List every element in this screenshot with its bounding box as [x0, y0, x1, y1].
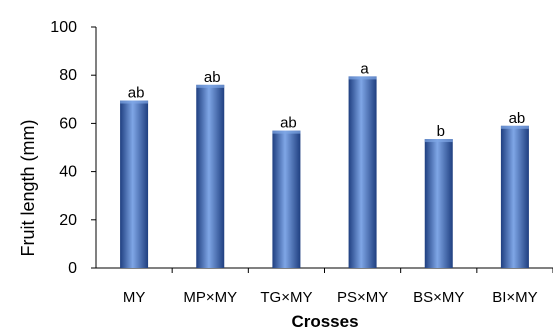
category-label: MY [123, 289, 146, 306]
category-labels: MY MP×MY TG×MY PS×MY BS×MY BI×MY [123, 289, 538, 306]
bar-data-label: ab [204, 69, 221, 86]
y-tick-label: 20 [59, 212, 77, 229]
bar [196, 85, 224, 268]
y-tick-label: 100 [50, 19, 77, 36]
bars [120, 76, 529, 268]
bar-data-label: a [360, 60, 369, 77]
y-tick-label: 80 [59, 67, 77, 84]
y-tick-label: 40 [59, 164, 77, 181]
x-axis [96, 268, 553, 273]
bar [120, 101, 148, 268]
category-label: PS×MY [337, 289, 388, 306]
bar-data-label: ab [280, 115, 297, 132]
bar [349, 76, 377, 268]
y-axis-title: Fruit length (mm) [18, 119, 38, 256]
y-tick-label: 60 [59, 115, 77, 132]
y-axis: 0 20 40 60 80 100 [50, 19, 96, 277]
bar-data-label: ab [509, 110, 526, 127]
bar [272, 131, 300, 268]
category-label: BI×MY [492, 289, 537, 306]
x-axis-title: Crosses [291, 312, 358, 331]
category-label: MP×MY [183, 289, 237, 306]
bar [501, 126, 529, 268]
bar-data-label: b [437, 123, 445, 140]
category-label: BS×MY [413, 289, 464, 306]
y-tick-label: 0 [68, 260, 77, 277]
category-label: TG×MY [260, 289, 312, 306]
bar [425, 139, 453, 268]
bar-data-label: ab [128, 85, 145, 102]
